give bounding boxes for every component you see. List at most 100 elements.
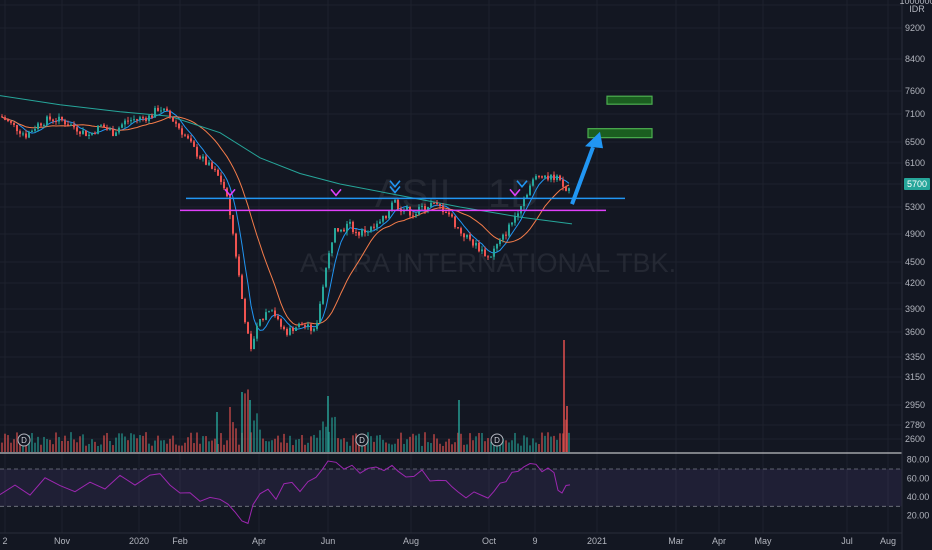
ma-medium-line: [1, 116, 570, 326]
volume-bar: [4, 433, 6, 452]
time-tick-label: 9: [532, 536, 537, 546]
volume-bar: [430, 443, 432, 452]
volume-bar: [526, 437, 528, 452]
candle-body: [487, 256, 489, 258]
target-boxes[interactable]: [587, 95, 653, 139]
price-tick-label: 7600: [905, 86, 925, 96]
volume-bar: [265, 441, 267, 452]
dividend-badge: D: [490, 433, 504, 447]
ma-short-line: [1, 110, 570, 331]
volume-bar: [550, 436, 552, 452]
volume-bar: [280, 442, 282, 452]
candle-body: [442, 206, 444, 212]
volume-bar: [523, 435, 525, 452]
time-tick-label: Oct: [482, 536, 497, 546]
volume-bar: [97, 445, 99, 452]
volume-bar: [244, 393, 246, 452]
price-tick-label: 3600: [905, 327, 925, 337]
candle-body: [154, 107, 156, 118]
breakout-arrow[interactable]: [570, 131, 603, 205]
volume-bar: [94, 441, 96, 452]
volume-bar: [313, 434, 315, 452]
volume-bar: [274, 438, 276, 452]
candle-body: [190, 138, 192, 142]
candle-body: [421, 206, 423, 208]
volume-bar: [445, 441, 447, 452]
v-marker: [389, 180, 401, 188]
volume-bar: [370, 436, 372, 452]
candle-body: [415, 214, 417, 216]
volume-bar: [295, 439, 297, 452]
volume-bar: [199, 443, 201, 452]
volume-bar: [163, 440, 165, 452]
volume-bar: [205, 436, 207, 452]
currency-unit-label: 1000000: [899, 0, 932, 6]
volume-bar: [400, 432, 402, 452]
target-box-upper: [606, 95, 653, 105]
volume-bar: [103, 435, 105, 452]
candle-body: [265, 312, 267, 320]
volume-bar: [517, 443, 519, 452]
volume-bar: [499, 443, 501, 452]
candle-body: [298, 323, 300, 328]
price-tick-label: 2780: [905, 420, 925, 430]
candle-body: [28, 131, 30, 138]
candle-body: [343, 229, 345, 232]
price-tick-label: 7100: [905, 109, 925, 119]
candle-body: [289, 327, 291, 335]
volume-bar: [133, 434, 135, 452]
volume-bar: [391, 444, 393, 452]
candle-body: [310, 324, 312, 331]
candle-body: [460, 228, 462, 234]
candle-body: [139, 117, 141, 120]
volume-bar: [145, 432, 147, 452]
candle-body: [334, 228, 336, 243]
volume-spike: [327, 396, 329, 452]
volume-bar: [49, 439, 51, 452]
candle-body: [382, 215, 384, 222]
candle-body: [130, 120, 132, 122]
volume-bar: [100, 444, 102, 452]
candle-body: [526, 194, 528, 198]
time-axis[interactable]: 2 Nov 2020 Feb Apr Jun Aug Oct 9 2021 Mar Apr May Jul…: [2, 536, 896, 546]
candle-body: [121, 124, 123, 128]
candle-body: [157, 107, 159, 111]
rsi-band-fill: [0, 469, 902, 507]
price-tick-label: 4200: [905, 278, 925, 288]
candle-body: [106, 127, 108, 130]
candle-body: [271, 310, 273, 312]
dividend-badge-circle: [17, 433, 31, 447]
candle-body: [472, 239, 474, 246]
candle-body: [337, 228, 339, 232]
candle-body: [388, 210, 390, 219]
candle-body: [550, 174, 552, 180]
price-axis[interactable]: 2600 2780 2950 3150 3350 3600 3900 4200 4500 4900…: [899, 0, 932, 550]
volume-bar: [61, 440, 63, 452]
time-tick-label: Mar: [668, 536, 684, 546]
candle-body: [169, 110, 171, 118]
rsi-pane: [0, 460, 902, 534]
volume-bar: [568, 432, 570, 452]
candle-body: [277, 316, 279, 320]
volume-bar: [169, 438, 171, 452]
candle-body: [214, 168, 216, 170]
price-tick-label: 6100: [905, 158, 925, 168]
volume-bar: [433, 434, 435, 452]
candle-body: [220, 175, 222, 182]
volume-bar: [469, 433, 471, 452]
support-resistance-lines[interactable]: [180, 197, 625, 212]
volume-bar: [409, 436, 411, 452]
candle-body: [316, 322, 318, 329]
candle-body: [325, 268, 327, 287]
candle-body: [13, 122, 15, 126]
candle-body: [481, 249, 483, 252]
candle-body: [91, 132, 93, 135]
candle-body: [364, 229, 366, 233]
candle-body: [397, 199, 399, 209]
candle-body: [565, 186, 567, 191]
candle-body: [469, 234, 471, 240]
time-tick-label: Feb: [172, 536, 188, 546]
volume-spike: [458, 400, 460, 452]
